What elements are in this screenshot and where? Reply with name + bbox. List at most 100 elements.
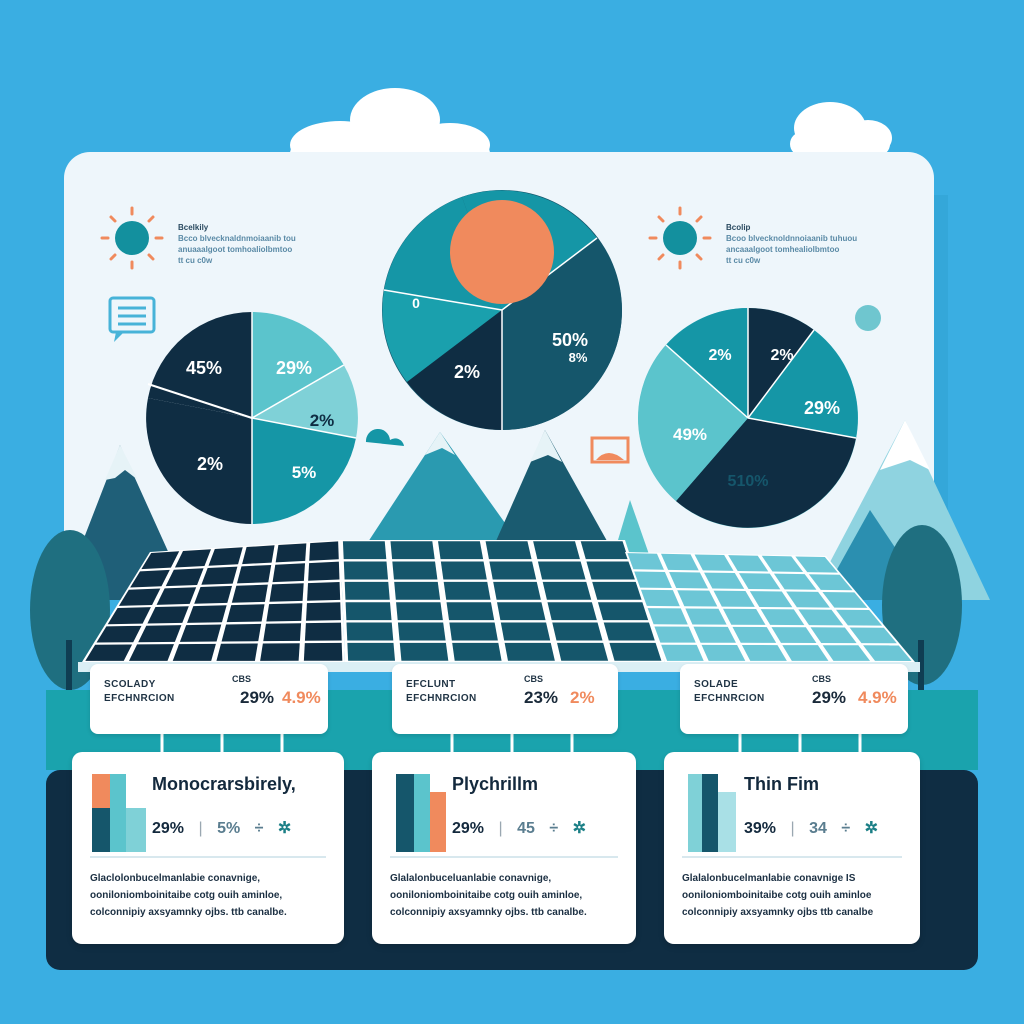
solar-cell <box>694 554 734 571</box>
solar-cell <box>343 561 389 580</box>
solar-cell <box>263 623 302 642</box>
connector-lines <box>160 734 862 752</box>
solar-cell <box>810 627 857 644</box>
solar-cell <box>129 644 174 661</box>
card-description: Glaclolonbucelmanlabie conavnige, oonilo… <box>90 870 328 921</box>
solar-cell <box>504 642 555 661</box>
solar-cell <box>165 568 204 587</box>
card-description: Glalalonbucelmanlabie conavnige IS oonil… <box>682 870 904 921</box>
solar-cell <box>266 603 303 622</box>
solar-cell <box>147 606 189 624</box>
solar-cell <box>141 551 180 570</box>
solar-cell <box>677 590 718 607</box>
solar-cell <box>786 591 830 608</box>
solar-cell <box>773 573 817 590</box>
solar-cell <box>346 622 394 641</box>
solar-cell <box>722 608 766 625</box>
divider <box>682 856 902 858</box>
card-stat: ÷ <box>254 820 264 837</box>
solar-cell <box>226 604 265 623</box>
pie-slice <box>252 418 356 524</box>
bar-chart-icon <box>688 774 736 852</box>
solar-cell <box>557 642 609 661</box>
pie-slice <box>748 308 814 418</box>
info-block-right: Bcolip Bcoo blvecknoldnnoiaanib tuhuou a… <box>726 222 857 266</box>
solar-cell <box>269 583 304 602</box>
card-stat: 45 <box>517 820 535 837</box>
card-stat: 39% <box>744 820 777 837</box>
pie-label: 2% <box>454 362 480 382</box>
pie-label: 2% <box>310 411 335 430</box>
solar-cell <box>396 602 443 621</box>
solar-cell <box>179 624 222 642</box>
card-line: Glaclolonbucelmanlabie conavnige, <box>90 873 261 884</box>
solar-cell <box>493 581 541 600</box>
tree-icon <box>882 525 962 700</box>
solar-cell <box>107 607 151 625</box>
pie-slice <box>252 365 358 438</box>
sun-icon <box>648 206 712 270</box>
card-stat: ÷ <box>549 820 559 837</box>
solar-cell <box>156 587 197 605</box>
solar-cell <box>669 572 709 589</box>
solar-cell <box>728 555 769 572</box>
card-stat: ✲ <box>572 820 586 837</box>
solar-cell <box>738 573 781 590</box>
card-stat: 29% <box>452 820 485 837</box>
sun-icon <box>450 200 554 304</box>
solar-cell <box>760 609 805 626</box>
stat-divider: | <box>498 820 503 837</box>
solar-cell <box>438 541 484 560</box>
bar-chart-icon <box>92 774 146 852</box>
solar-cell <box>231 584 268 603</box>
efficiency-callout: SCOLADY EFCHNRCION CBS 29% 4.9% <box>90 664 328 734</box>
info-heading: Bcolip <box>726 223 751 232</box>
solar-cell <box>443 581 491 600</box>
callout-label: SCOLADY <box>104 679 156 690</box>
solar-cell <box>627 553 664 570</box>
solar-cell <box>272 563 306 583</box>
solar-cell <box>208 547 243 566</box>
solar-cell <box>216 643 258 661</box>
info-block-left: Bcelkily Bcco blvecknaldnmoiaanib tou an… <box>178 222 296 266</box>
solar-cell <box>309 541 339 561</box>
solar-cell <box>303 642 343 661</box>
pie-label: 50% <box>552 330 588 350</box>
pie-slice <box>676 418 856 528</box>
solar-cell <box>307 581 341 601</box>
solar-cell <box>552 622 603 641</box>
pie-slice <box>666 308 748 418</box>
solar-cell <box>660 553 699 571</box>
card-stat: 5% <box>217 820 241 837</box>
pie-slice <box>638 345 748 501</box>
stat-divider: | <box>790 820 795 837</box>
solar-cell <box>306 602 341 621</box>
solar-cell <box>242 545 275 565</box>
solar-cell <box>489 561 537 580</box>
solar-cell <box>609 642 662 661</box>
card-line: Glalalonbucelmanlabie conavnige IS <box>682 873 856 884</box>
pie-chart-center: 0 2% 50% 8% <box>382 190 622 430</box>
image-icon <box>590 436 630 464</box>
info-heading: Bcelkily <box>178 223 209 232</box>
solar-cell <box>485 541 532 560</box>
solar-cell <box>440 561 487 580</box>
solar-cell <box>221 623 262 642</box>
solar-cell <box>118 588 161 606</box>
solar-cell <box>260 643 300 661</box>
solar-cell <box>390 541 435 560</box>
solar-cell <box>172 643 216 661</box>
info-line: ancaaalgoot tomhealiolbmtoo <box>726 245 840 254</box>
solar-cell <box>761 555 804 573</box>
card-line: Glalalonbuceluanlabie conavnige, <box>390 873 552 884</box>
solar-cell <box>849 627 897 644</box>
card-description: Glalalonbuceluanlabie conavnige, oonilon… <box>390 870 620 921</box>
solar-cell <box>597 602 649 621</box>
callout-tag: CBS <box>232 674 252 684</box>
card-stats: 39% | 34 ÷ ✲ <box>744 818 888 838</box>
solar-cell <box>174 549 211 568</box>
solar-cell <box>308 561 340 581</box>
efficiency-callout: SOLADE EFCHNRCION CBS 29% 4.9% <box>680 664 908 734</box>
solar-cell <box>586 561 635 580</box>
card-title: Plychrillm <box>452 774 539 794</box>
